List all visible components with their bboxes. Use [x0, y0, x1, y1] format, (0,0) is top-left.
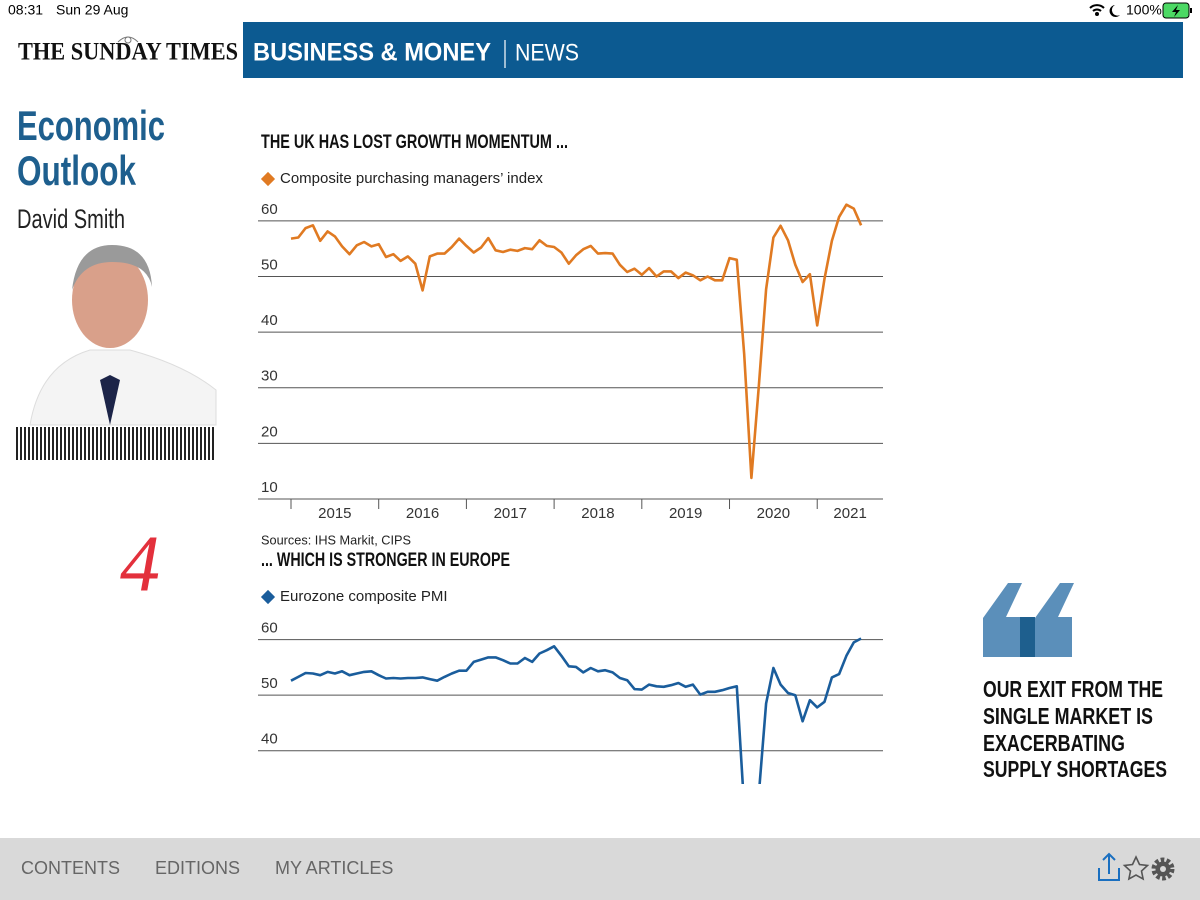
y-tick-label: 40 — [261, 731, 278, 748]
status-time: 08:31 — [8, 2, 43, 18]
x-tick-label: 2019 — [669, 505, 702, 522]
toolbar-item[interactable]: MY ARTICLES — [275, 858, 393, 878]
column-title: Economic — [17, 102, 165, 149]
y-tick-label: 40 — [261, 312, 278, 329]
status-date: Sun 29 Aug — [56, 2, 128, 18]
masthead-crest — [117, 36, 139, 44]
column-title: Outlook — [17, 147, 136, 194]
x-tick-label: 2016 — [406, 505, 439, 522]
moon-icon — [1109, 5, 1120, 17]
author-name: David Smith — [17, 204, 125, 234]
battery-icon — [1162, 2, 1192, 19]
y-tick-label: 20 — [261, 423, 278, 440]
x-tick-label: 2021 — [833, 505, 866, 522]
y-tick-label: 30 — [261, 368, 278, 385]
y-tick-label: 60 — [261, 201, 278, 218]
legend-label: Eurozone composite PMI — [280, 588, 448, 605]
subsection-title[interactable]: NEWS — [515, 39, 579, 66]
plot-area — [290, 637, 862, 784]
y-tick-label: 10 — [261, 479, 278, 496]
legend-label: Composite purchasing managers’ index — [280, 170, 543, 187]
y-tick-label: 60 — [261, 620, 278, 637]
y-tick-label: 50 — [261, 675, 278, 692]
quote-marks — [983, 583, 1074, 657]
chart-source: Sources: IHS Markit, CIPS — [261, 532, 411, 547]
chart-title: ... WHICH IS STRONGER IN EUROPE — [261, 550, 510, 571]
y-tick-label: 50 — [261, 256, 278, 273]
toolbar — [0, 838, 1200, 900]
toolbar-item[interactable]: CONTENTS — [21, 858, 120, 878]
x-tick-label: 2015 — [318, 505, 351, 522]
section-banner — [243, 22, 1183, 78]
share-button[interactable] — [1098, 852, 1120, 881]
author-photo — [16, 245, 217, 460]
x-tick-label: 2020 — [757, 505, 790, 522]
handwritten-note: 4 — [120, 520, 160, 608]
bookmark-button[interactable] — [1122, 855, 1150, 881]
charts: 10 20 30 40 50 60 2015 2016 2017 2018 2019 2020 2021… — [258, 170, 883, 784]
section-title[interactable]: BUSINESS & MONEY — [253, 39, 491, 67]
x-tick-label: 2017 — [494, 505, 527, 522]
data-line — [290, 637, 862, 784]
status-battery: 100% — [1126, 2, 1162, 18]
wifi-icon — [1089, 4, 1105, 16]
pull-quote-line: SINGLE MARKET IS — [983, 703, 1153, 729]
toolbar-item[interactable]: EDITIONS — [155, 858, 240, 878]
plot-area — [290, 203, 863, 480]
settings-button[interactable] — [1151, 857, 1175, 881]
pull-quote-line: EXACERBATING — [983, 730, 1125, 756]
pull-quote-line: OUR EXIT FROM THE — [983, 676, 1163, 702]
pull-quote-line: SUPPLY SHORTAGES — [983, 756, 1167, 782]
legend-marker — [260, 589, 276, 605]
legend-marker — [260, 171, 276, 187]
data-line — [290, 203, 863, 480]
x-tick-label: 2018 — [581, 505, 614, 522]
chart-title: THE UK HAS LOST GROWTH MOMENTUM ... — [261, 132, 568, 153]
